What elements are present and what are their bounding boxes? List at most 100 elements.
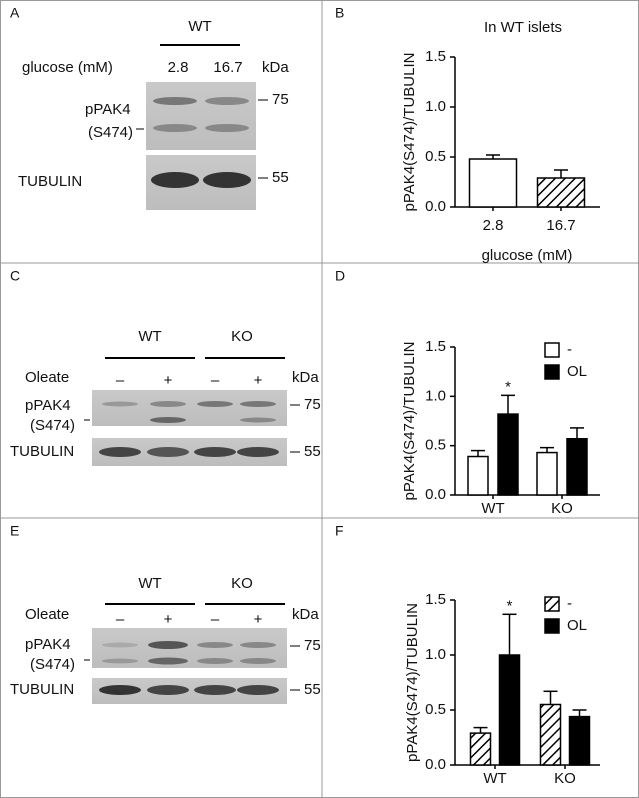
- target-label: pPAK4: [85, 101, 131, 118]
- group-label: WT: [188, 18, 211, 35]
- panel-label: F: [335, 523, 344, 539]
- bar: [568, 715, 591, 766]
- band: [99, 447, 141, 457]
- band: [240, 401, 276, 407]
- y-tick-label: 0.5: [425, 437, 446, 454]
- loading-label: TUBULIN: [18, 173, 82, 190]
- band: [147, 447, 189, 457]
- group-label: WT: [138, 328, 161, 345]
- loading-label: TUBULIN: [10, 443, 74, 460]
- unit-label: kDa: [292, 606, 319, 623]
- x-axis-label: glucose (mM): [482, 247, 573, 264]
- bar: [539, 703, 562, 766]
- bar: [468, 158, 518, 208]
- target-label: (S474): [88, 124, 133, 141]
- lane-label: –: [116, 372, 125, 389]
- bar: [536, 177, 586, 208]
- y-tick-label: 1.0: [425, 387, 446, 404]
- marker-label: 55: [304, 681, 321, 698]
- blot-panel: WT KO Oleate – + – + kDa pPAK4 (S474) 75…: [10, 575, 321, 704]
- target-label: pPAK4: [25, 636, 71, 653]
- y-tick-label: 0.0: [425, 198, 446, 215]
- loading-label: TUBULIN: [10, 681, 74, 698]
- band: [197, 401, 233, 407]
- marker-label: 55: [304, 443, 321, 460]
- lane-label: +: [164, 611, 173, 628]
- bar: [566, 438, 588, 496]
- x-tick-label: 2.8: [483, 217, 504, 234]
- band: [194, 447, 236, 457]
- x-tick-label: WT: [483, 770, 506, 787]
- panel-label: C: [10, 268, 20, 284]
- y-tick-label: 1.5: [425, 591, 446, 608]
- lane-label: 2.8: [168, 59, 189, 76]
- condition-label: Oleate: [25, 606, 69, 623]
- lane-label: –: [211, 611, 220, 628]
- y-axis-label: pPAK4(S474)/TUBULIN: [401, 53, 418, 212]
- y-tick-label: 1.5: [425, 48, 446, 65]
- band: [148, 657, 188, 665]
- y-tick-label: 1.0: [425, 646, 446, 663]
- legend-swatch: [544, 342, 560, 358]
- lane-label: +: [164, 372, 173, 389]
- band: [205, 124, 249, 132]
- x-tick-label: WT: [481, 500, 504, 517]
- band: [237, 685, 279, 695]
- band: [147, 685, 189, 695]
- band: [151, 172, 199, 188]
- band: [102, 401, 138, 407]
- panel-label: E: [10, 523, 19, 539]
- y-tick-label: 0.0: [425, 756, 446, 773]
- band: [150, 417, 186, 423]
- panel-label: A: [10, 5, 20, 21]
- y-tick-label: 0.0: [425, 486, 446, 503]
- legend-label: -: [567, 595, 572, 612]
- chart-title: In WT islets: [484, 19, 562, 36]
- legend-swatch: [544, 364, 560, 380]
- legend-label: -: [567, 341, 572, 358]
- blot-panel: WT KO Oleate – + – + kDa pPAK4 (S474) 75…: [10, 328, 321, 466]
- target-label: (S474): [30, 417, 75, 434]
- lane-label: –: [116, 611, 125, 628]
- band: [153, 97, 197, 105]
- band: [194, 685, 236, 695]
- panel-label: D: [335, 268, 345, 284]
- y-tick-label: 0.5: [425, 701, 446, 718]
- bar: [536, 451, 558, 496]
- group-label: WT: [138, 575, 161, 592]
- y-tick-label: 1.0: [425, 98, 446, 115]
- legend-swatch: [544, 618, 560, 634]
- y-tick-label: 1.5: [425, 338, 446, 355]
- panel-label: B: [335, 5, 344, 21]
- group-label: KO: [231, 328, 253, 345]
- marker-label: 75: [304, 637, 321, 654]
- band: [102, 642, 138, 648]
- marker-label: 55: [272, 169, 289, 186]
- band: [153, 124, 197, 132]
- group-label: KO: [231, 575, 253, 592]
- band: [197, 658, 233, 664]
- band: [237, 447, 279, 457]
- band: [148, 641, 188, 649]
- band: [150, 401, 186, 407]
- condition-label: Oleate: [25, 369, 69, 386]
- target-label: (S474): [30, 656, 75, 673]
- annotation: *: [505, 378, 511, 395]
- x-tick-label: 16.7: [546, 217, 575, 234]
- lane-label: 16.7: [213, 59, 242, 76]
- lane-label: –: [211, 372, 220, 389]
- blot-image: [146, 82, 256, 150]
- band: [203, 172, 251, 188]
- band: [197, 642, 233, 648]
- bar: [469, 732, 492, 766]
- band: [240, 658, 276, 664]
- unit-label: kDa: [262, 59, 289, 76]
- band: [240, 642, 276, 648]
- target-label: pPAK4: [25, 397, 71, 414]
- y-axis-label: pPAK4(S474)/TUBULIN: [404, 603, 421, 762]
- y-axis-label: pPAK4(S474)/TUBULIN: [401, 342, 418, 501]
- y-tick-label: 0.5: [425, 148, 446, 165]
- band: [205, 97, 249, 105]
- bar: [497, 413, 519, 496]
